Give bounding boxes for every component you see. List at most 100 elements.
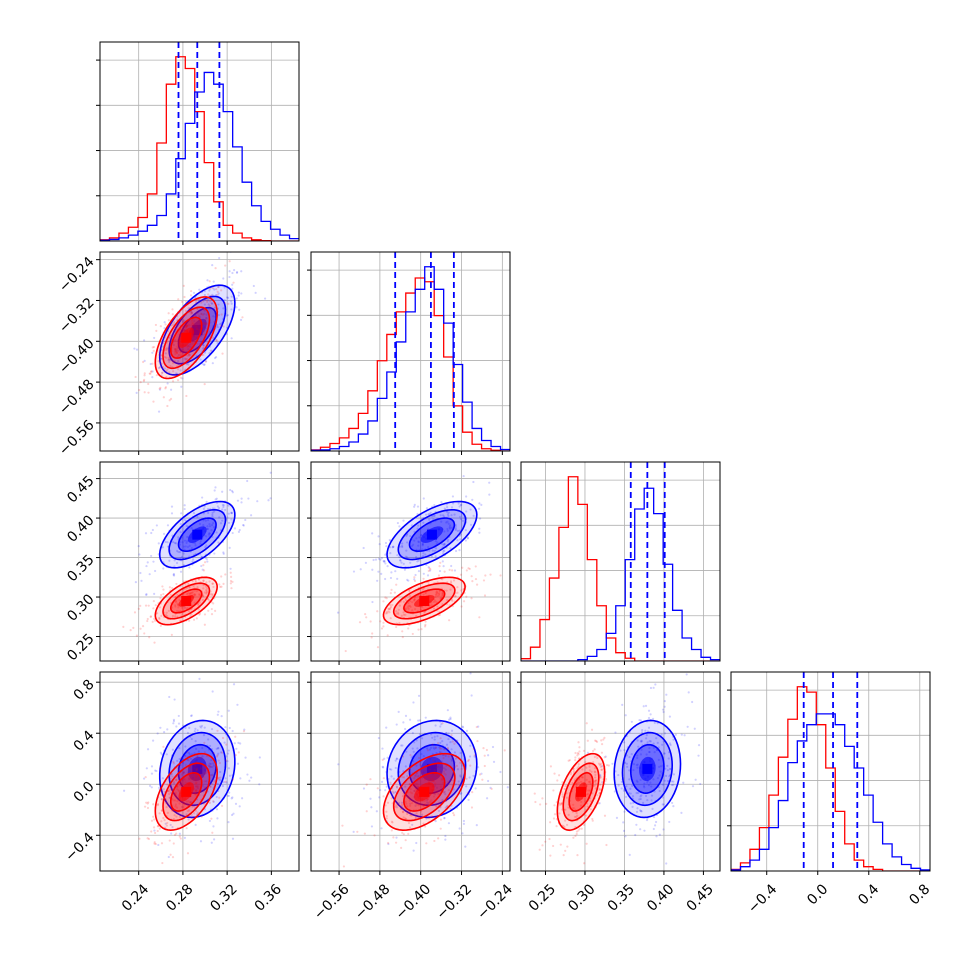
density-peak bbox=[426, 529, 437, 540]
panel-2-1 bbox=[307, 461, 511, 665]
contour-line bbox=[397, 508, 467, 561]
contour-line bbox=[169, 316, 203, 359]
axes-frame bbox=[99, 461, 300, 662]
x-tick-label: −0.32 bbox=[433, 881, 475, 923]
contour-line bbox=[403, 588, 446, 614]
contour-line bbox=[158, 284, 236, 376]
blue-histogram bbox=[731, 713, 930, 871]
y-tick-label: −0.48 bbox=[56, 376, 98, 418]
panel-content bbox=[731, 672, 930, 871]
y-tick-label: 0.4 bbox=[71, 728, 98, 755]
x-tick-label: −0.4 bbox=[745, 881, 780, 916]
grid bbox=[100, 252, 299, 451]
panel-content bbox=[133, 252, 267, 413]
axes-frame bbox=[310, 461, 511, 662]
y-tick-label: 0.35 bbox=[64, 552, 97, 585]
blue-histogram bbox=[521, 487, 720, 661]
y-tick-label: 0.8 bbox=[71, 677, 98, 704]
panel-3-0 bbox=[96, 671, 300, 875]
red-histogram bbox=[731, 686, 930, 871]
grid bbox=[100, 42, 299, 241]
panel-content bbox=[123, 677, 261, 865]
panel-content bbox=[521, 462, 720, 661]
x-tick-label: −0.40 bbox=[393, 881, 435, 923]
contour-line bbox=[392, 582, 456, 620]
axes-frame bbox=[99, 671, 300, 872]
x-tick-label: 0.4 bbox=[855, 881, 882, 908]
axes-frame bbox=[520, 671, 721, 872]
y-tick-label: −0.56 bbox=[56, 417, 98, 459]
grid bbox=[100, 462, 299, 661]
axes-frame bbox=[99, 251, 300, 452]
contour-line bbox=[556, 752, 606, 831]
panel-3-1 bbox=[307, 671, 511, 875]
red-histogram bbox=[311, 277, 510, 451]
contour-line bbox=[568, 771, 594, 812]
grid bbox=[521, 462, 720, 661]
density-peak bbox=[181, 786, 192, 797]
red-histogram bbox=[521, 476, 720, 661]
y-tick-label: 0.0 bbox=[71, 779, 98, 806]
density-peak bbox=[192, 325, 203, 336]
contour-line bbox=[169, 588, 203, 614]
panel-2-2 bbox=[517, 461, 721, 665]
y-tick-label: 0.40 bbox=[64, 512, 97, 545]
x-tick-label: 0.35 bbox=[605, 881, 638, 914]
contour-line bbox=[168, 731, 227, 807]
panel-content bbox=[100, 42, 299, 241]
contour-line bbox=[158, 719, 236, 819]
blue-histogram bbox=[311, 266, 510, 451]
panel-content bbox=[533, 673, 702, 865]
contour-line bbox=[629, 743, 665, 794]
grid bbox=[311, 462, 510, 661]
x-tick-label: 0.24 bbox=[119, 881, 152, 914]
panel-3-3 bbox=[727, 671, 931, 875]
contour-line bbox=[168, 508, 227, 561]
contour-line bbox=[382, 752, 466, 831]
y-tick-label: −0.32 bbox=[56, 295, 98, 337]
y-tick-label: 0.25 bbox=[64, 631, 97, 664]
x-tick-label: 0.32 bbox=[207, 881, 240, 914]
x-tick-label: 0.8 bbox=[906, 881, 933, 908]
contour-line bbox=[386, 500, 478, 569]
contour-line bbox=[154, 296, 218, 380]
panel-3-2 bbox=[517, 671, 721, 875]
grid bbox=[311, 252, 510, 451]
density-peak bbox=[426, 763, 437, 774]
axes-frame bbox=[310, 251, 511, 452]
panel-2-0 bbox=[96, 461, 300, 665]
density-peak bbox=[419, 595, 430, 606]
x-tick-label: 0.25 bbox=[526, 881, 559, 914]
contour-line bbox=[382, 576, 466, 626]
grid bbox=[311, 672, 510, 871]
panel-content bbox=[337, 672, 509, 868]
density-peak bbox=[642, 763, 653, 774]
density-peak bbox=[181, 595, 192, 606]
contour-line bbox=[177, 743, 217, 794]
x-tick-label: 0.0 bbox=[804, 881, 831, 908]
contour-line bbox=[169, 771, 203, 812]
contour-line bbox=[177, 517, 217, 553]
blue-histogram bbox=[100, 71, 299, 241]
density-peak bbox=[192, 763, 203, 774]
contour-line bbox=[392, 762, 456, 822]
x-tick-label: 0.45 bbox=[684, 881, 717, 914]
contour-line bbox=[154, 752, 218, 831]
red-histogram bbox=[100, 56, 299, 241]
y-tick-label: 0.45 bbox=[64, 473, 97, 506]
contour-line bbox=[613, 719, 682, 819]
axes-frame bbox=[310, 671, 511, 872]
density-peak bbox=[181, 332, 192, 343]
contour-line bbox=[403, 771, 446, 812]
panel-content bbox=[336, 474, 502, 653]
grid bbox=[731, 672, 930, 871]
x-tick-label: 0.36 bbox=[252, 881, 285, 914]
y-tick-label: −0.24 bbox=[56, 254, 98, 296]
axes-frame bbox=[99, 41, 300, 242]
y-tick-label: 0.30 bbox=[64, 591, 97, 624]
contour-line bbox=[154, 576, 218, 626]
x-tick-label: −0.24 bbox=[474, 881, 516, 923]
density-peak bbox=[419, 786, 430, 797]
contour-line bbox=[162, 306, 211, 370]
